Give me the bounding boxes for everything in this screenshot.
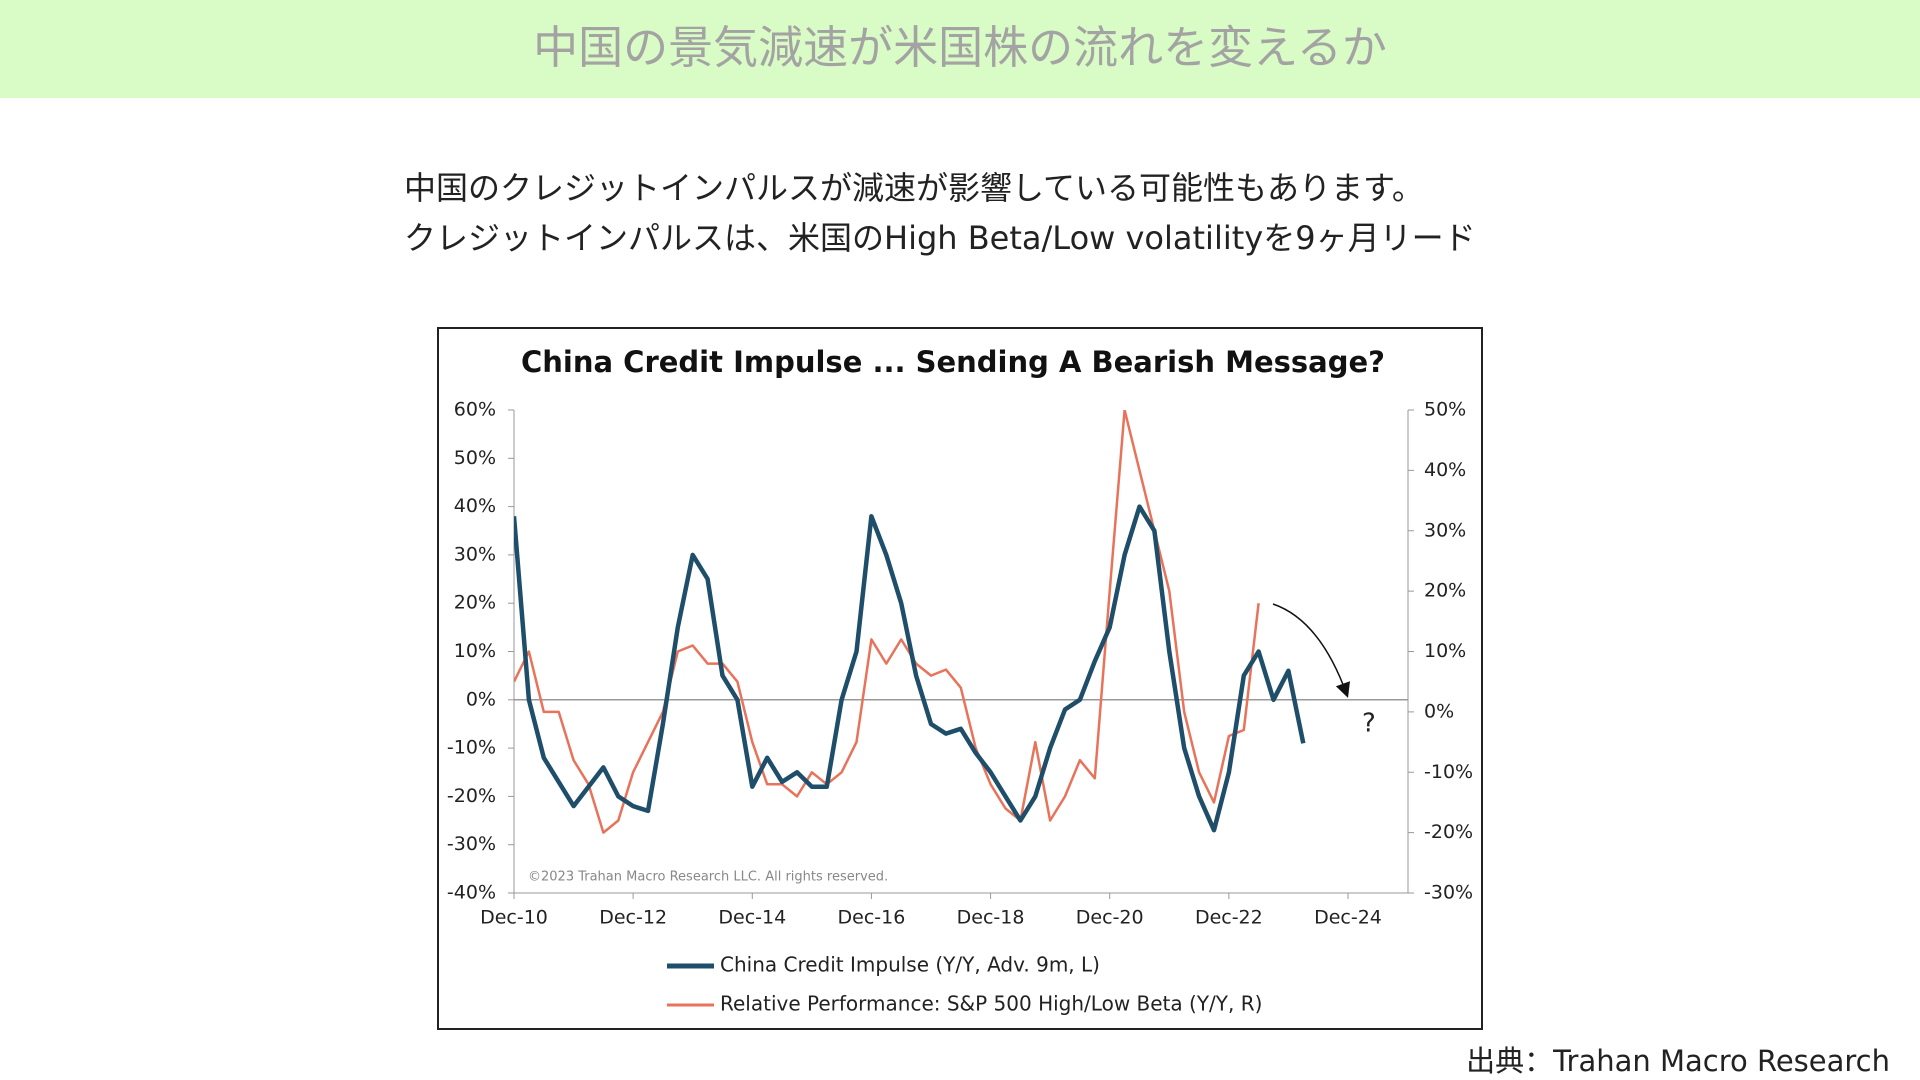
annotation: ? <box>1362 709 1376 739</box>
y2-tick-label: -30% <box>1424 882 1473 904</box>
x-tick-label: Dec-24 <box>1314 907 1382 929</box>
y-tick-label: -10% <box>447 737 496 759</box>
plot: -40% -30% -20% -10% 0% 10% 20% 30% 40% 50% 60% -30%… <box>447 399 1473 1016</box>
y-tick-label: 20% <box>454 592 496 614</box>
x-tick-label: Dec-20 <box>1076 907 1144 929</box>
series-line <box>514 410 1260 834</box>
legend-label: Relative Performance: S&P 500 High/Low B… <box>720 992 1262 1016</box>
chart-title: China Credit Impulse ... Sending A Beari… <box>521 345 1385 379</box>
y-tick-label: -30% <box>447 833 496 855</box>
y2-tick-label: 20% <box>1424 580 1466 602</box>
slide-title: 中国の景気減速が米国株の流れを変えるか <box>533 21 1387 74</box>
y-tick-label: 50% <box>454 447 496 469</box>
y2-tick-label: 50% <box>1424 399 1466 421</box>
y-tick-label: 0% <box>466 688 496 710</box>
y2-tick-label: 30% <box>1424 519 1466 541</box>
x-tick-label: Dec-22 <box>1195 907 1263 929</box>
arrow <box>1272 603 1350 698</box>
copyright: ©2023 Trahan Macro Research LLC. All rig… <box>528 870 888 885</box>
x-tick-label: Dec-18 <box>957 907 1025 929</box>
header-band <box>0 0 1920 98</box>
x-tick-label: Dec-10 <box>480 907 548 929</box>
y2-tick-label: 10% <box>1424 640 1466 662</box>
y-tick-label: 40% <box>454 495 496 517</box>
y2-tick-label: 0% <box>1424 700 1454 722</box>
description-line: 中国のクレジットインパルスが減速が影響している可能性もあります。 <box>404 169 1424 207</box>
legend-label: China Credit Impulse (Y/Y, Adv. 9m, L) <box>720 953 1100 977</box>
chart-frame <box>437 327 1483 1030</box>
y-tick-label: 30% <box>454 543 496 565</box>
x-tick-label: Dec-16 <box>838 907 906 929</box>
series-line <box>514 504 1306 833</box>
y-tick-label: 10% <box>454 640 496 662</box>
y-tick-label: -20% <box>447 785 496 807</box>
description-line: クレジットインパルスは、米国のHigh Beta/Low volatilityを… <box>404 219 1476 257</box>
source: 出典：Trahan Macro Research <box>1466 1044 1890 1078</box>
y2-tick-label: -20% <box>1424 821 1473 843</box>
y-tick-label: -40% <box>447 882 496 904</box>
y-tick-label: 60% <box>454 399 496 421</box>
y2-tick-label: 40% <box>1424 459 1466 481</box>
x-tick-label: Dec-14 <box>718 907 786 929</box>
y2-tick-label: -10% <box>1424 761 1473 783</box>
x-tick-label: Dec-12 <box>599 907 667 929</box>
